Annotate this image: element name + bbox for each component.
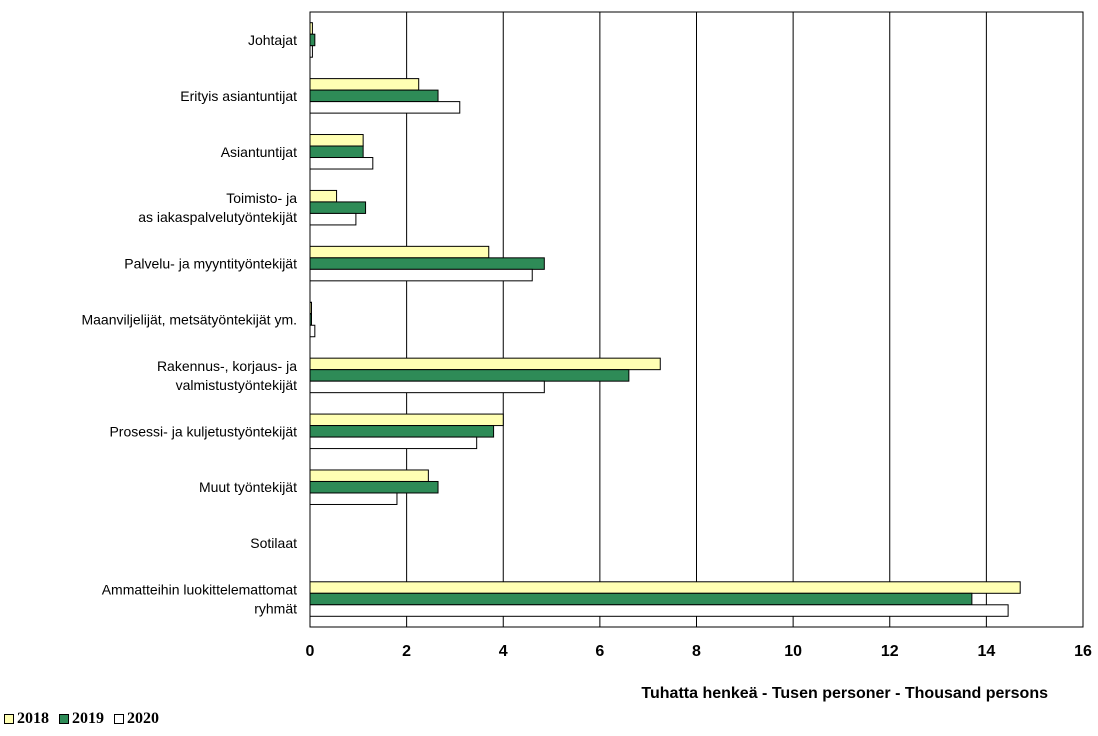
bar [310,381,544,393]
x-tick-labels: 0 2 4 6 8 10 12 14 16 [306,643,1092,660]
bar [310,102,460,114]
bar [310,213,356,225]
legend-swatch-2020 [114,714,124,724]
category-label: Maanviljelijät, metsätyöntekijät ym. [81,312,297,328]
x-tick-label: 4 [499,643,508,660]
category-labels: Johtajat Erityis asiantuntijat Asiantuntij… [81,32,297,617]
bar [310,190,337,202]
category-label: Toimisto- ja [226,190,297,206]
legend-swatch-2019 [59,714,69,724]
legend-label-2018: 2018 [17,710,49,728]
bar [310,358,660,370]
bar [310,470,428,482]
category-label: Johtajat [248,32,297,48]
gridlines [407,12,987,627]
legend: 2018 2019 2020 [4,710,159,728]
x-tick-label: 10 [784,643,802,660]
category-label: Sotilaat [250,535,297,551]
x-tick-label: 14 [977,643,995,660]
bar [310,146,363,158]
category-label: Prosessi- ja kuljetustyöntekijät [109,423,297,439]
x-tick-label: 6 [595,643,604,660]
x-axis-title: Tuhatta henkeä - Tusen personer - Thousa… [641,685,1048,702]
bar [310,437,477,449]
category-label: Rakennus-, korjaus- ja [157,358,297,374]
legend-label-2020: 2020 [127,710,159,728]
bar [310,79,419,91]
bar [310,34,315,46]
category-label: Palvelu- ja myyntityöntekijät [124,256,297,272]
x-tick-label: 12 [881,643,899,660]
category-label: Asiantuntijat [221,144,297,160]
bar [310,158,373,170]
bar [310,202,366,214]
bar [310,269,532,281]
legend-item-2018: 2018 [4,710,49,728]
bar [310,135,363,147]
x-tick-label: 2 [402,643,411,660]
legend-label-2019: 2019 [72,710,104,728]
x-tick-label: 8 [692,643,701,660]
bar [310,593,972,605]
legend-item-2019: 2019 [59,710,104,728]
bars [310,23,1020,617]
legend-swatch-2018 [4,714,14,724]
category-label: ryhmät [254,601,297,617]
bar [310,90,438,102]
legend-item-2020: 2020 [114,710,159,728]
category-label: Muut työntekijät [199,479,297,495]
bar [310,493,397,505]
category-label: Erityis asiantuntijat [180,88,297,104]
category-label: valmistustyöntekijät [176,377,297,393]
bar [310,246,489,258]
bar [310,481,438,493]
x-tick-label: 16 [1074,643,1092,660]
bar [310,426,494,438]
bar [310,414,503,426]
bar [310,258,544,270]
category-label: Ammatteihin luokittelemattomat [102,582,297,598]
bar [310,370,629,382]
bar [310,582,1020,594]
category-label: as iakaspalvelutyöntekijät [138,209,297,225]
bar [310,325,315,337]
x-tick-label: 0 [306,643,315,660]
bar [310,605,1008,617]
